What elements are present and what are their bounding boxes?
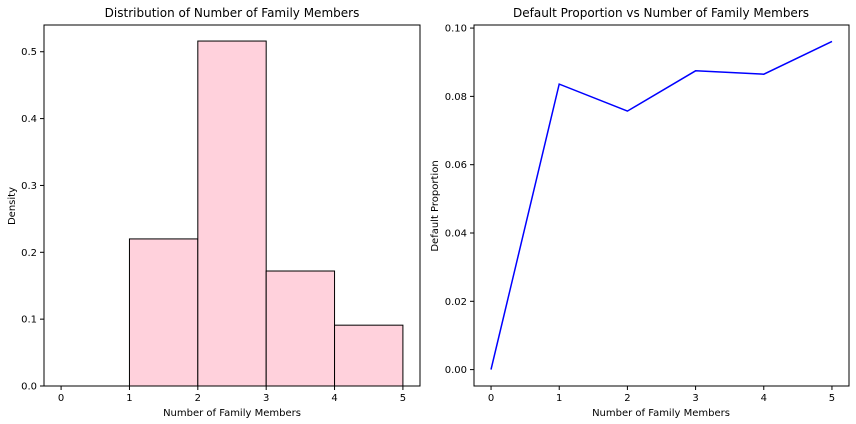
y-tick-label: 0.5 (21, 47, 37, 58)
x-tick-label: 0 (58, 393, 64, 404)
x-tick-label: 1 (126, 393, 132, 404)
series-line (490, 40, 833, 370)
histogram-bar (197, 40, 267, 387)
x-tick-label: 1 (556, 393, 562, 404)
y-tick-label: 0.2 (21, 248, 37, 259)
x-tick-label: 4 (331, 393, 337, 404)
x-tick-label: 0 (488, 393, 494, 404)
line-chart: Default Proportion vs Number of Family M… (430, 6, 850, 419)
x-tick-label: 2 (624, 393, 630, 404)
axes-frame (43, 24, 421, 387)
y-axis-label: Density (7, 187, 18, 225)
histogram-bar (265, 270, 336, 387)
y-tick-label: 0.10 (445, 24, 467, 35)
chart-title: Distribution of Number of Family Members (105, 6, 360, 20)
y-tick-label: 0.1 (21, 315, 37, 326)
histogram-bar (334, 324, 404, 387)
x-tick-label: 3 (263, 393, 269, 404)
x-axis-label: Number of Family Members (163, 408, 301, 419)
y-tick-label: 0.02 (445, 297, 467, 308)
y-tick-label: 0.4 (21, 114, 37, 125)
bars (128, 40, 404, 387)
y-tick-label: 0.06 (445, 160, 467, 171)
y-axis-label: Default Proportion (430, 160, 441, 251)
chart-title: Default Proportion vs Number of Family M… (513, 6, 809, 20)
y-tick-label: 0.04 (445, 228, 467, 239)
series (490, 40, 833, 370)
ticks: 0 1 2 3 4 5 0.00 0.02 0.04 0.06 0.08 0.10 (445, 24, 835, 404)
x-tick-label: 5 (400, 393, 406, 404)
histogram-bar (128, 238, 199, 387)
x-tick-label: 3 (692, 393, 698, 404)
x-tick-label: 5 (829, 393, 835, 404)
x-axis-label: Number of Family Members (592, 408, 730, 419)
axes-frame (473, 24, 850, 387)
histogram-chart: Distribution of Number of Family Members… (7, 6, 421, 419)
y-tick-label: 0.08 (445, 92, 467, 103)
y-tick-label: 0.0 (21, 382, 37, 393)
x-tick-label: 4 (761, 393, 767, 404)
x-tick-label: 2 (195, 393, 201, 404)
y-tick-label: 0.00 (445, 365, 467, 376)
ticks: 0 1 2 3 4 5 0.0 0.1 0.2 0.3 0.4 0.5 (21, 47, 406, 404)
y-tick-label: 0.3 (21, 181, 37, 192)
